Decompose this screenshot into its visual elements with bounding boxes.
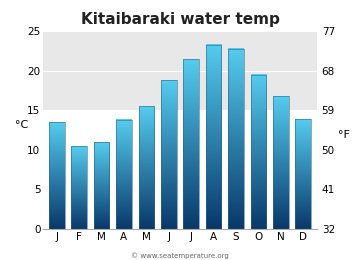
Bar	[49, 122, 64, 229]
Bar	[43, 31, 317, 110]
Bar	[139, 106, 154, 229]
Bar	[71, 146, 87, 229]
Bar	[116, 120, 132, 229]
Bar	[251, 75, 266, 229]
Bar	[183, 59, 199, 229]
Bar	[206, 45, 221, 229]
Bar	[228, 49, 244, 229]
Y-axis label: °F: °F	[338, 130, 350, 140]
Bar	[161, 80, 177, 229]
Bar	[273, 96, 289, 229]
Y-axis label: °C: °C	[15, 120, 28, 130]
Bar	[94, 142, 109, 229]
Bar	[296, 119, 311, 229]
Text: © www.seatemperature.org: © www.seatemperature.org	[131, 252, 229, 259]
Title: Kitaibaraki water temp: Kitaibaraki water temp	[81, 12, 279, 27]
